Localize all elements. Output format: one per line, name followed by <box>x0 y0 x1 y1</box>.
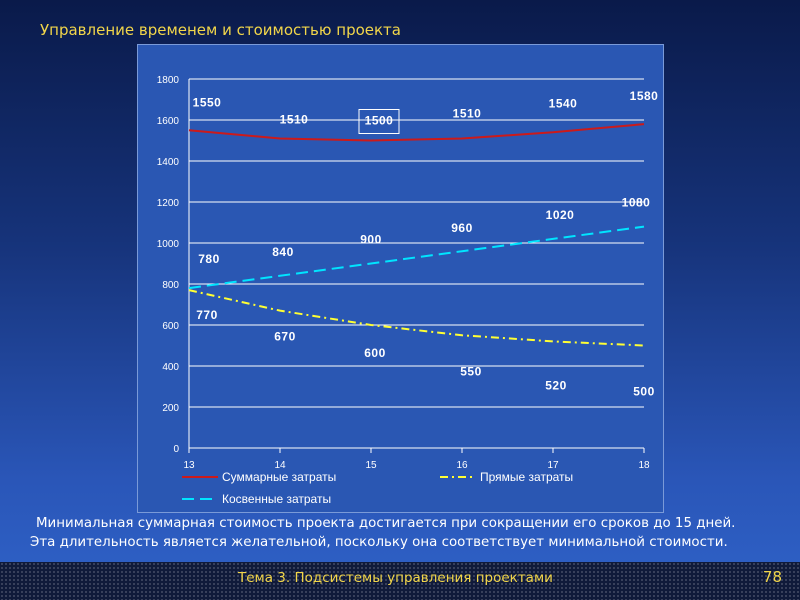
caption-line-1: Минимальная суммарная стоимость проекта … <box>36 516 736 531</box>
data-label: 1550 <box>193 95 222 109</box>
y-tick-label: 1400 <box>157 157 180 168</box>
data-label: 600 <box>364 346 386 360</box>
slide-title: Управление временем и стоимостью проекта <box>40 21 401 39</box>
data-label: 960 <box>451 221 473 235</box>
highlight-box <box>358 109 400 134</box>
y-tick-label: 1800 <box>157 75 180 86</box>
data-label: 500 <box>633 385 655 399</box>
y-tick-label: 400 <box>162 362 179 373</box>
x-tick-label: 14 <box>274 460 286 471</box>
y-tick-label: 800 <box>162 280 179 291</box>
data-label: 900 <box>360 233 382 247</box>
x-tick-label: 15 <box>365 460 377 471</box>
data-label: 520 <box>545 378 567 392</box>
y-tick-label: 1200 <box>157 198 180 209</box>
series-line-2 <box>188 289 645 347</box>
data-label: 1020 <box>546 208 575 222</box>
y-tick-label: 200 <box>162 403 179 414</box>
legend-label-2: Прямые затраты <box>480 470 573 484</box>
data-label: 550 <box>460 364 482 378</box>
data-label: 1510 <box>280 112 309 126</box>
legend-label-1: Суммарные затраты <box>222 470 336 484</box>
caption-line-2: Эта длительность является желательной, п… <box>30 535 728 550</box>
data-label: 1540 <box>549 96 578 110</box>
legend-label-3: Косвенные затраты <box>222 492 331 506</box>
data-label: 1080 <box>622 196 651 210</box>
x-tick-label: 18 <box>638 460 650 471</box>
x-tick-label: 13 <box>183 460 195 471</box>
data-label: 780 <box>198 252 220 266</box>
caption: Минимальная суммарная стоимость проекта … <box>30 514 775 552</box>
page-number: 78 <box>762 568 782 586</box>
y-tick-label: 0 <box>173 444 179 455</box>
x-tick-label: 16 <box>456 460 468 471</box>
y-tick-label: 1000 <box>157 239 180 250</box>
chart-panel: 0 200 400 600 800 1000 1200 1400 1600 1800 13 14 15 1… <box>137 44 664 513</box>
data-label: 670 <box>274 330 296 344</box>
y-tick-label: 1600 <box>157 116 180 127</box>
footer-topic: Тема 3. Подсистемы управления проектами <box>238 570 553 586</box>
series-line-1 <box>188 123 645 142</box>
data-label: 1510 <box>453 106 482 120</box>
data-label: 840 <box>272 245 294 259</box>
data-label: 1580 <box>630 89 659 103</box>
data-label: 770 <box>196 308 218 322</box>
footer-bar <box>0 562 800 600</box>
series-line-3 <box>188 225 645 290</box>
x-tick-label: 17 <box>547 460 559 471</box>
y-tick-label: 600 <box>162 321 179 332</box>
data-label: 1500 <box>365 114 394 128</box>
